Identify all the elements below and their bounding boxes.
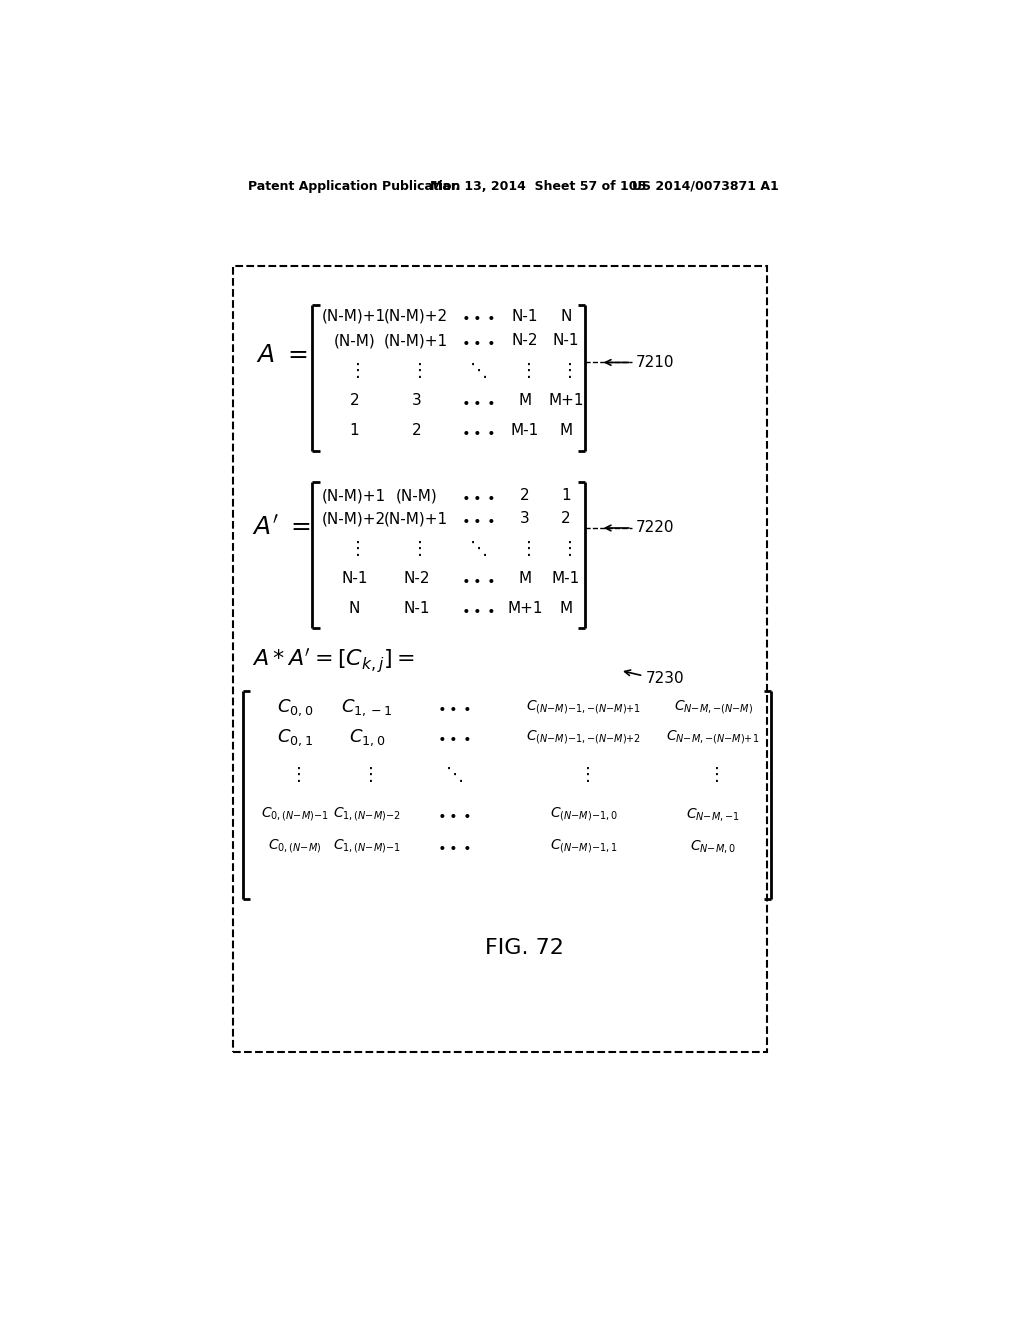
Text: $C_{(N\mathrm{-}M)\mathrm{-}1,\mathrm{-}(N\mathrm{-}M)\mathrm{+}1}$: $C_{(N\mathrm{-}M)\mathrm{-}1,\mathrm{-}… [526, 698, 641, 717]
Text: 2: 2 [412, 424, 421, 438]
Text: $C_{(N\mathrm{-}M)\mathrm{-}1,1}$: $C_{(N\mathrm{-}M)\mathrm{-}1,1}$ [550, 837, 617, 855]
Text: 2: 2 [349, 393, 359, 408]
Text: N: N [560, 309, 571, 323]
Text: 3: 3 [520, 511, 529, 527]
Text: $C_{(N\mathrm{-}M)\mathrm{-}1,0}$: $C_{(N\mathrm{-}M)\mathrm{-}1,0}$ [550, 805, 617, 824]
Text: $\bullet\bullet\bullet$: $\bullet\bullet\bullet$ [436, 730, 470, 744]
Text: N-1: N-1 [341, 572, 368, 586]
Text: N-1: N-1 [403, 602, 429, 616]
Text: (N-M)+1: (N-M)+1 [323, 309, 386, 323]
Text: (N-M): (N-M) [395, 488, 437, 503]
Text: $C_{(N\mathrm{-}M)\mathrm{-}1,\mathrm{-}(N\mathrm{-}M)\mathrm{+}2}$: $C_{(N\mathrm{-}M)\mathrm{-}1,\mathrm{-}… [526, 729, 641, 746]
Text: M-1: M-1 [552, 572, 580, 586]
Text: $C_{1,-1}$: $C_{1,-1}$ [341, 697, 392, 718]
Text: N: N [348, 602, 360, 616]
Text: $\vdots$: $\vdots$ [519, 360, 530, 380]
Text: $\vdots$: $\vdots$ [360, 764, 373, 784]
Text: $\vdots$: $\vdots$ [348, 539, 360, 557]
Text: $\vdots$: $\vdots$ [289, 764, 301, 784]
Text: $C_{N\mathrm{-}M,\mathrm{-}(N\mathrm{-}M)}$: $C_{N\mathrm{-}M,\mathrm{-}(N\mathrm{-}M… [674, 698, 753, 717]
Text: $C_{1,(N\mathrm{-}M)\mathrm{-}2}$: $C_{1,(N\mathrm{-}M)\mathrm{-}2}$ [333, 805, 400, 824]
Text: $C_{0,1}$: $C_{0,1}$ [276, 727, 312, 747]
Text: $C_{0,0}$: $C_{0,0}$ [276, 697, 312, 718]
Text: $\vdots$: $\vdots$ [519, 539, 530, 557]
Bar [232, 267, 767, 1052]
Text: (N-M)+1: (N-M)+1 [384, 511, 449, 527]
Text: 3: 3 [412, 393, 421, 408]
Text: $A\ =$: $A\ =$ [256, 343, 307, 367]
Text: $C_{1,0}$: $C_{1,0}$ [348, 727, 385, 747]
Text: $\bullet\bullet\bullet$: $\bullet\bullet\bullet$ [462, 309, 496, 323]
Text: M-1: M-1 [511, 424, 539, 438]
Text: $C_{0,(N\mathrm{-}M)}$: $C_{0,(N\mathrm{-}M)}$ [268, 837, 322, 855]
Text: M: M [518, 393, 531, 408]
Text: $\bullet\bullet\bullet$: $\bullet\bullet\bullet$ [462, 572, 496, 586]
Text: 2: 2 [561, 511, 570, 527]
Text: $\bullet\bullet\bullet$: $\bullet\bullet\bullet$ [436, 808, 470, 821]
Text: $\vdots$: $\vdots$ [578, 764, 590, 784]
Text: 7220: 7220 [636, 520, 674, 536]
Text: 7230: 7230 [646, 671, 684, 685]
Text: $\ddots$: $\ddots$ [444, 764, 463, 784]
Text: (N-M): (N-M) [334, 334, 375, 348]
Text: $\vdots$: $\vdots$ [560, 539, 571, 557]
Text: (N-M)+2: (N-M)+2 [384, 309, 449, 323]
Text: $A'\ =$: $A'\ =$ [252, 516, 311, 540]
Text: $\vdots$: $\vdots$ [348, 360, 360, 380]
Text: 1: 1 [561, 488, 570, 503]
Text: $\vdots$: $\vdots$ [560, 360, 571, 380]
Text: $A*A' = [C_{k,j}] =$: $A*A' = [C_{k,j}] =$ [252, 647, 415, 675]
Text: (N-M)+1: (N-M)+1 [323, 488, 386, 503]
Text: $\bullet\bullet\bullet$: $\bullet\bullet\bullet$ [462, 393, 496, 408]
Text: Mar. 13, 2014  Sheet 57 of 105: Mar. 13, 2014 Sheet 57 of 105 [430, 180, 646, 193]
Text: $\bullet\bullet\bullet$: $\bullet\bullet\bullet$ [462, 424, 496, 438]
Text: $C_{1,(N\mathrm{-}M)\mathrm{-}1}$: $C_{1,(N\mathrm{-}M)\mathrm{-}1}$ [333, 837, 400, 855]
Text: $\bullet\bullet\bullet$: $\bullet\bullet\bullet$ [462, 602, 496, 616]
Text: US 2014/0073871 A1: US 2014/0073871 A1 [632, 180, 778, 193]
Text: $\bullet\bullet\bullet$: $\bullet\bullet\bullet$ [462, 488, 496, 503]
Text: $C_{0,(N\mathrm{-}M)\mathrm{-}1}$: $C_{0,(N\mathrm{-}M)\mathrm{-}1}$ [261, 805, 329, 824]
Text: (N-M)+1: (N-M)+1 [384, 334, 449, 348]
Text: N-1: N-1 [553, 334, 580, 348]
Text: $\vdots$: $\vdots$ [708, 764, 719, 784]
Text: N-2: N-2 [403, 572, 429, 586]
Text: $C_{N\mathrm{-}M,\mathrm{-}1}$: $C_{N\mathrm{-}M,\mathrm{-}1}$ [686, 807, 740, 822]
Text: $\bullet\bullet\bullet$: $\bullet\bullet\bullet$ [462, 334, 496, 348]
Text: M: M [559, 424, 572, 438]
Text: $\vdots$: $\vdots$ [411, 360, 422, 380]
Text: 7210: 7210 [636, 355, 674, 370]
Text: 1: 1 [349, 424, 359, 438]
Text: M+1: M+1 [507, 602, 543, 616]
Text: N-1: N-1 [512, 309, 538, 323]
Text: (N-M)+2: (N-M)+2 [323, 511, 386, 527]
Text: M+1: M+1 [548, 393, 584, 408]
Text: $C_{N\mathrm{-}M,0}$: $C_{N\mathrm{-}M,0}$ [690, 837, 736, 854]
Text: $\bullet\bullet\bullet$: $\bullet\bullet\bullet$ [436, 840, 470, 853]
Text: $\ddots$: $\ddots$ [469, 539, 487, 557]
Text: N-2: N-2 [512, 334, 538, 348]
Text: M: M [518, 572, 531, 586]
Text: 2: 2 [520, 488, 529, 503]
Text: $\ddots$: $\ddots$ [469, 360, 487, 380]
Text: $\vdots$: $\vdots$ [411, 539, 422, 557]
Text: $\bullet\bullet\bullet$: $\bullet\bullet\bullet$ [462, 512, 496, 525]
Text: $C_{N\mathrm{-}M,\mathrm{-}(N\mathrm{-}M)\mathrm{+}1}$: $C_{N\mathrm{-}M,\mathrm{-}(N\mathrm{-}M… [667, 729, 760, 746]
Text: M: M [559, 602, 572, 616]
Text: FIG. 72: FIG. 72 [485, 937, 564, 957]
Text: Patent Application Publication: Patent Application Publication [248, 180, 461, 193]
Text: $\bullet\bullet\bullet$: $\bullet\bullet\bullet$ [436, 701, 470, 714]
